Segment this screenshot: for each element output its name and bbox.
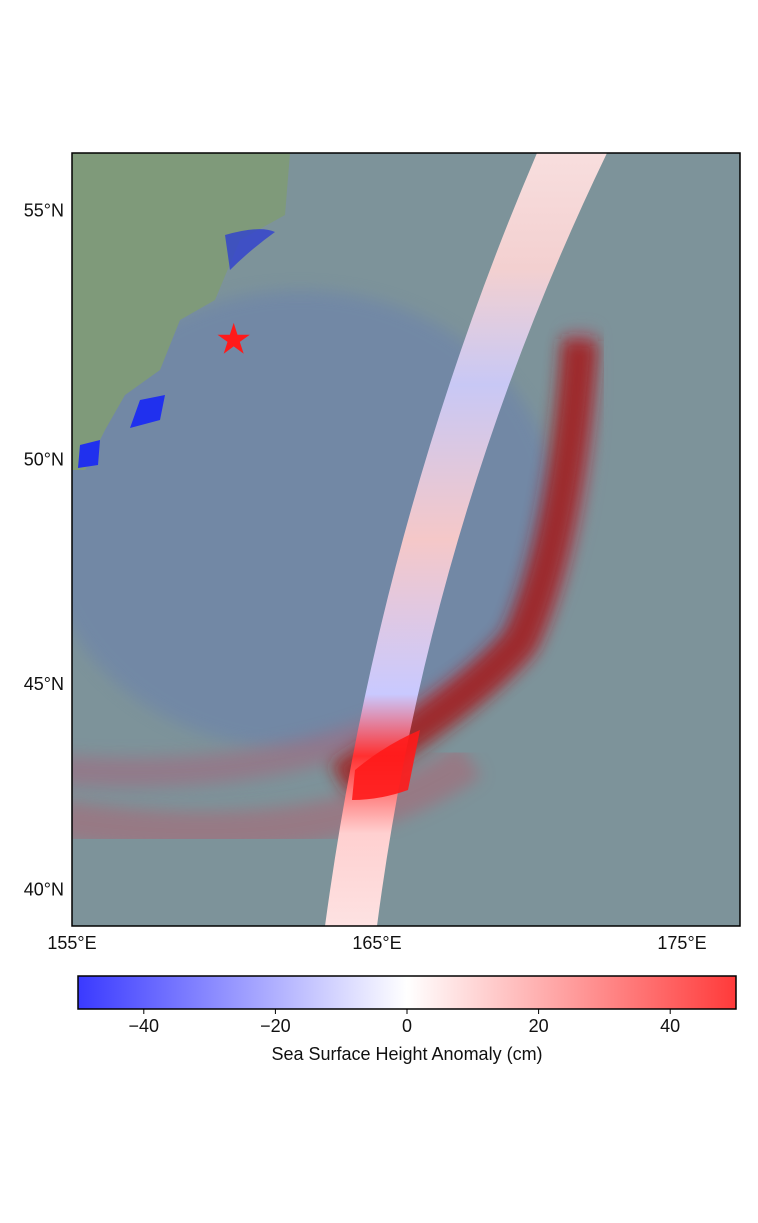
colorbar-label: Sea Surface Height Anomaly (cm) bbox=[271, 1044, 542, 1064]
y-tick-label: 45°N bbox=[24, 674, 64, 694]
colorbar-tick-label: 20 bbox=[529, 1016, 549, 1036]
colorbar-tick-label: −20 bbox=[260, 1016, 291, 1036]
y-tick-label: 50°N bbox=[24, 450, 64, 470]
colorbar-tick-label: 40 bbox=[660, 1016, 680, 1036]
epicenter-star bbox=[217, 322, 250, 354]
map-background bbox=[72, 153, 740, 926]
colorbar bbox=[77, 975, 737, 1010]
map-frame bbox=[71, 152, 741, 927]
colorbar-tick-label: 0 bbox=[402, 1016, 412, 1036]
x-tick-label: 175°E bbox=[657, 933, 706, 953]
y-tick-label: 40°N bbox=[24, 879, 64, 899]
x-tick-label: 155°E bbox=[47, 933, 96, 953]
x-tick-label: 165°E bbox=[352, 933, 401, 953]
colorbar-tick-label: −40 bbox=[129, 1016, 160, 1036]
y-tick-label: 55°N bbox=[24, 201, 64, 221]
